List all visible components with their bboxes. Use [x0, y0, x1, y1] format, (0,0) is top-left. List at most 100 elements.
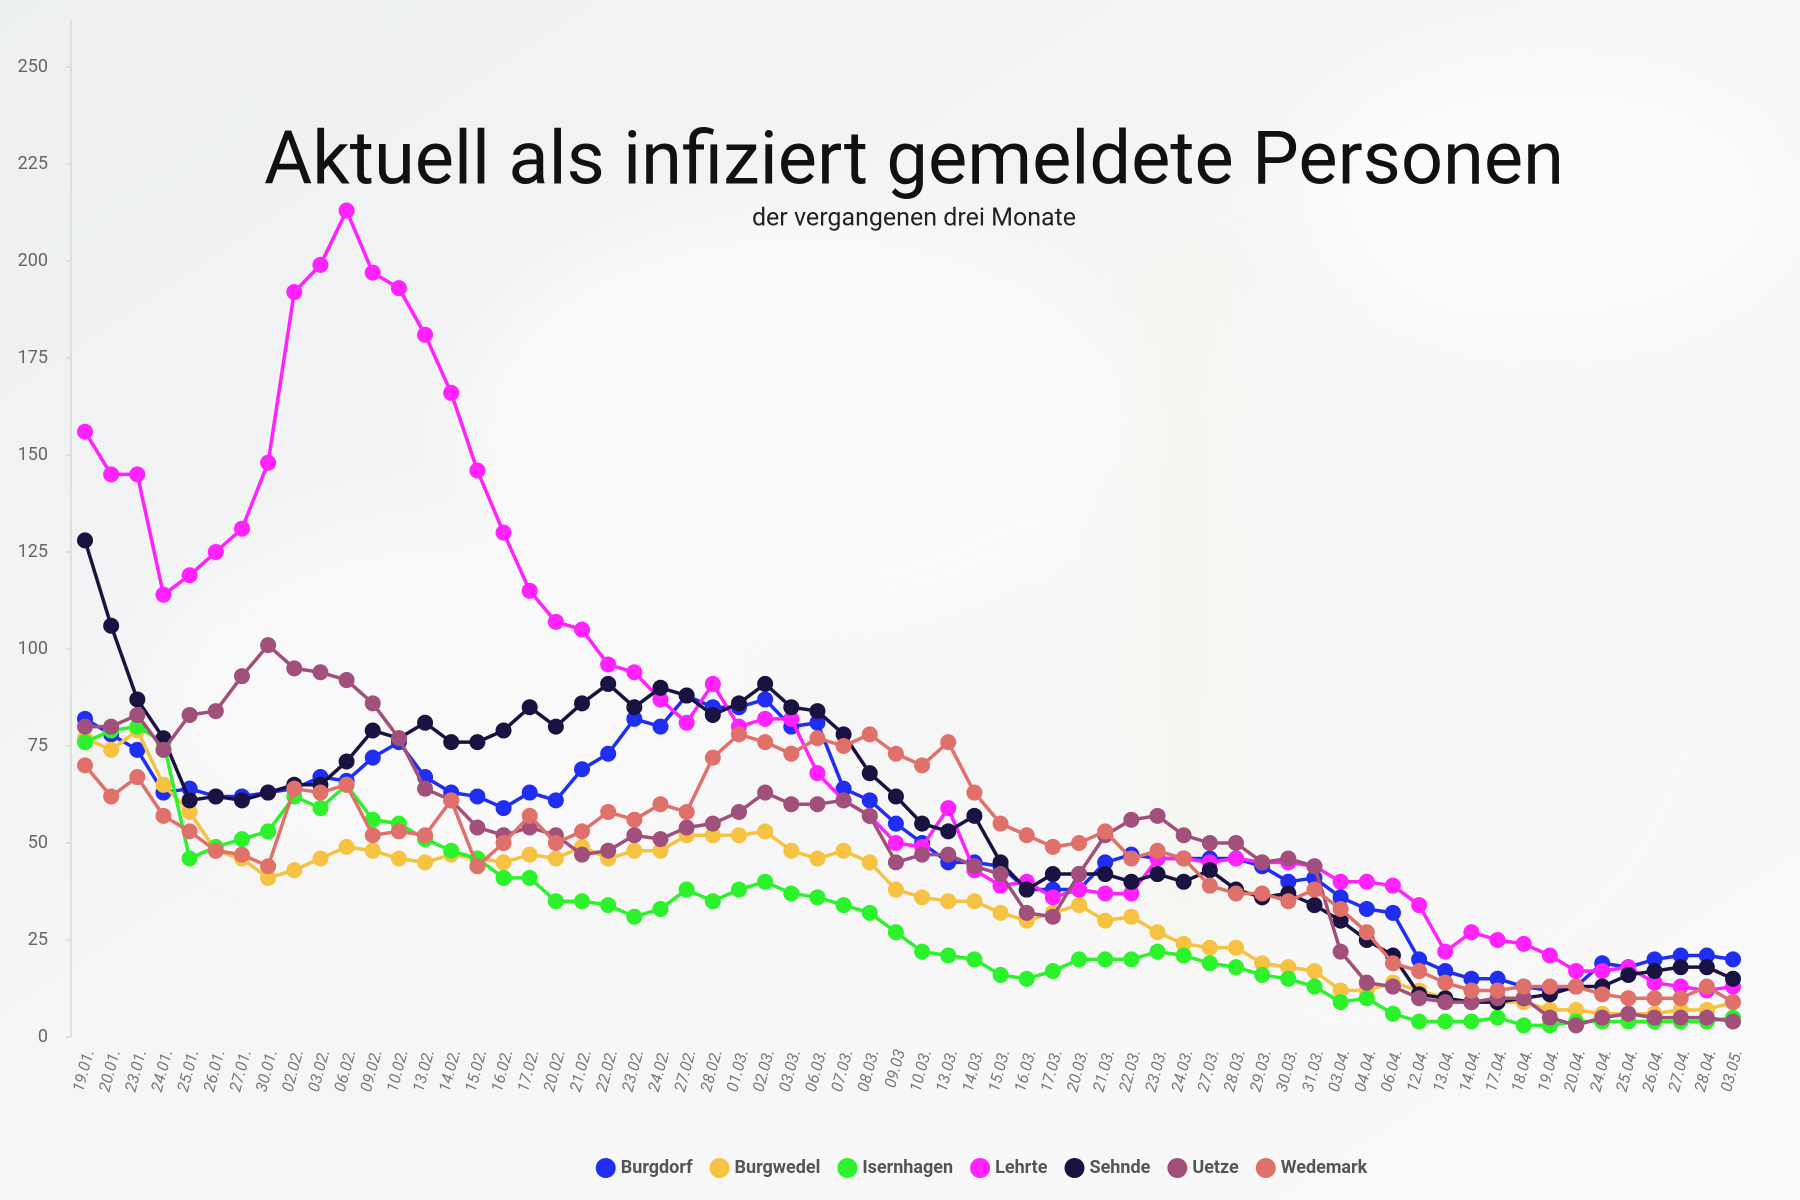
data-point [861, 807, 878, 824]
data-point [129, 741, 146, 758]
data-point [626, 908, 643, 925]
data-point [1411, 990, 1428, 1007]
data-point [887, 815, 904, 832]
data-point [1594, 1009, 1611, 1026]
data-point [1725, 994, 1741, 1011]
y-tick-label: 100 [18, 638, 48, 659]
data-point [1254, 854, 1271, 871]
data-point [129, 769, 146, 786]
data-point [600, 675, 617, 692]
data-point [574, 893, 591, 910]
data-point [1332, 900, 1349, 917]
data-point [1149, 924, 1166, 941]
data-point [835, 726, 852, 743]
data-point [181, 567, 198, 584]
data-point [1646, 990, 1663, 1007]
data-point [940, 893, 957, 910]
data-point [417, 854, 434, 871]
data-point [1332, 873, 1349, 890]
series-line [85, 643, 1734, 1028]
data-point [1489, 982, 1506, 999]
legend-label: Isernhagen [862, 1157, 953, 1178]
data-point [1672, 978, 1689, 995]
data-point [1097, 951, 1114, 968]
data-point [1672, 990, 1689, 1007]
data-point [364, 695, 381, 712]
data-point [757, 873, 774, 890]
data-point [1044, 908, 1061, 925]
data-point [1568, 1001, 1585, 1018]
data-point [1698, 978, 1715, 995]
data-point [469, 462, 486, 479]
legend-label: Sehnde [1090, 1157, 1151, 1178]
data-point [364, 811, 381, 828]
data-point [521, 784, 538, 801]
data-point [783, 745, 800, 762]
data-point [417, 326, 434, 343]
data-point [312, 850, 329, 867]
data-point [966, 893, 983, 910]
data-point [312, 784, 329, 801]
data-point [1097, 866, 1114, 883]
data-point [1437, 943, 1454, 960]
data-point [1175, 827, 1192, 844]
data-point [730, 803, 747, 820]
data-point [730, 881, 747, 898]
data-point [547, 613, 564, 630]
series-line [84, 724, 1734, 1028]
data-point [704, 893, 721, 910]
data-point [1568, 963, 1585, 980]
data-point [940, 823, 957, 840]
data-point [652, 796, 669, 813]
data-point [469, 788, 486, 805]
data-point [1332, 943, 1349, 960]
data-point [260, 823, 277, 840]
data-point [887, 881, 904, 898]
data-point [1280, 970, 1297, 987]
data-point [181, 706, 198, 723]
data-point [1437, 974, 1454, 991]
y-tick-label: 150 [18, 444, 48, 465]
data-point [364, 827, 381, 844]
data-point [1384, 877, 1401, 894]
legend-marker [970, 1158, 991, 1178]
y-tick-label: 50 [28, 832, 48, 853]
data-point [887, 924, 904, 941]
data-point [1123, 850, 1140, 867]
data-point [103, 718, 120, 735]
data-point [103, 741, 120, 758]
data-point [364, 842, 381, 859]
y-tick-label: 225 [18, 153, 48, 174]
data-point [730, 695, 747, 712]
data-point [757, 823, 774, 840]
data-point [1411, 963, 1428, 980]
data-point [469, 858, 486, 875]
data-point [1201, 835, 1218, 851]
data-point [861, 792, 878, 809]
data-point [1175, 935, 1192, 952]
data-point [1358, 900, 1375, 917]
data-point [547, 850, 564, 867]
legend-marker [709, 1158, 730, 1178]
legend-marker [1167, 1158, 1188, 1178]
data-point [1489, 932, 1506, 948]
series [77, 726, 1741, 1011]
data-point [312, 256, 329, 273]
data-point [181, 850, 198, 867]
data-point [260, 454, 277, 471]
data-point [1149, 807, 1166, 824]
series [77, 637, 1741, 1034]
data-point [417, 780, 434, 797]
series-line [83, 732, 1734, 1004]
data-point [1437, 963, 1454, 980]
data-point [1254, 885, 1271, 902]
data-point [835, 792, 852, 809]
data-point [1306, 963, 1323, 980]
legend-label: Burgwedel [735, 1157, 821, 1178]
data-point [940, 947, 957, 964]
data-point [626, 827, 643, 844]
data-point [1149, 943, 1166, 960]
data-point [757, 784, 774, 801]
data-point [1541, 978, 1558, 995]
data-point [652, 718, 669, 735]
